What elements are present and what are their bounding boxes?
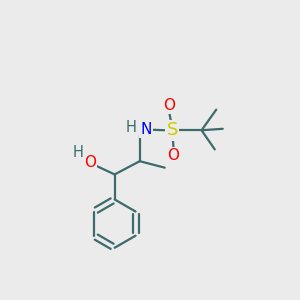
Text: H: H — [73, 146, 84, 160]
Text: N: N — [140, 122, 152, 137]
Text: H: H — [126, 120, 137, 135]
Text: O: O — [168, 148, 180, 163]
Text: O: O — [84, 155, 96, 170]
Text: O: O — [163, 98, 175, 113]
Text: S: S — [167, 121, 178, 139]
